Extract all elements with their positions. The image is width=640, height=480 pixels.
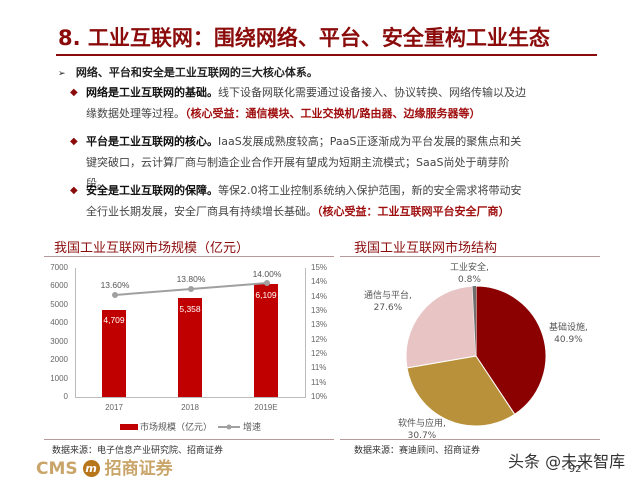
page-number: - 92 - (562, 464, 589, 475)
arrow-bullet-icon: ➢ (58, 69, 66, 79)
legend-line-label: 增速 (243, 423, 262, 433)
y-tick: 4000 (50, 318, 68, 327)
pie-slice-security (472, 286, 476, 356)
y-tick: 0 (63, 392, 68, 401)
bullet-highlight: （核心受益：工业互联网平台安全厂商） (317, 205, 510, 218)
cms-logo: CMS m 招商证券 (36, 454, 173, 479)
y2-tick: 13% (311, 306, 328, 315)
bullet-platform: ◆ 平台是工业互联网的核心。IaaS发展成熟度较高；PaaS正逐渐成为平台发展的… (70, 131, 530, 194)
right-chart-source: 数据来源：赛迪顾问、招商证券 (354, 446, 481, 456)
bar-value-label: 6,109 (255, 290, 277, 300)
x-tick: 2018 (181, 403, 199, 412)
x-axis-line (75, 397, 305, 398)
bullet-text: 等保2.0将工业控制系统纳入保护范围，新的安全需求将带动安全行业长期发展，安全厂… (86, 184, 522, 218)
y2-tick: 12% (311, 335, 328, 344)
page-title: 8. 工业互联网：围绕网络、平台、安全重构工业生态 (58, 26, 550, 50)
bullet-text: 线下设备网联化需要通过设备接入、协议转换、网络传输以及边缘数据处理等过程。 (86, 86, 526, 120)
pie-label-software: 软件与应用, 30.7% (398, 419, 446, 441)
right-source-rule (340, 439, 600, 440)
bullet-text: IaaS发展成熟度较高；PaaS正逐渐成为平台发展的聚焦点和关键突破口，云计算厂… (86, 135, 522, 190)
pie-label-communication: 通信与平台, 27.6% (364, 291, 412, 313)
bar-value-label: 5,358 (179, 304, 201, 314)
bullet-lead: 平台是工业互联网的核心。 (86, 135, 218, 148)
line-point-label: 13.60% (100, 280, 130, 290)
y-tick: 2000 (50, 355, 68, 364)
left-chart-title: 我国工业互联网市场规模（亿元） (54, 241, 250, 256)
logo-text-cms: CMS (36, 459, 78, 479)
left-axis-line (75, 268, 76, 398)
pie-slice-software (406, 355, 516, 427)
bullet-network: ◆ 网络是工业互联网的基础。线下设备网联化需要通过设备接入、协议转换、网络传输以… (70, 82, 530, 124)
y-tick: 7000 (50, 263, 68, 272)
pie-slice-communication (405, 285, 477, 369)
left-chart-title-rule (44, 256, 334, 257)
x-tick: 2017 (105, 403, 123, 412)
bar-value-label: 4,709 (103, 315, 125, 325)
line-point-label: 13.80% (176, 274, 206, 284)
bullet-highlight: （核心受益：通信模块、工业交换机/路由器、边缘服务器等） (185, 107, 481, 120)
right-axis-line (305, 268, 306, 398)
bullet-lead: 网络是工业互联网的基础。 (86, 86, 218, 99)
pie-label-security: 工业安全, 0.8% (450, 263, 489, 285)
pie-label-infrastructure: 基础设施, 40.9% (549, 323, 588, 345)
intro-text: 网络、平台和安全是工业互联网的三大核心体系。 (75, 66, 318, 79)
y2-tick: 14% (311, 292, 328, 301)
title-divider (56, 54, 597, 56)
right-chart-title: 我国工业互联网市场结构 (354, 241, 498, 256)
intro-point: ➢ 网络、平台和安全是工业互联网的三大核心体系。 (58, 64, 318, 80)
logo-text-cn: 招商证券 (104, 459, 173, 479)
bar-2017 (102, 310, 126, 397)
legend-bar-swatch (120, 424, 138, 430)
y2-tick: 15% (311, 263, 328, 272)
bar-2019e (254, 284, 278, 397)
diamond-bullet-icon: ◆ (70, 87, 78, 98)
logo-mark-icon: m (82, 460, 100, 477)
line-point-label: 14.00% (252, 269, 282, 279)
y-tick: 3000 (50, 337, 68, 346)
y-tick: 5000 (50, 300, 68, 309)
y2-tick: 11% (311, 378, 327, 387)
diamond-bullet-icon: ◆ (70, 185, 78, 196)
left-chart-source: 数据来源：电子信息产业研究院、招商证券 (52, 446, 224, 456)
bullet-security: ◆ 安全是工业互联网的保障。等保2.0将工业控制系统纳入保护范围，新的安全需求将… (70, 180, 530, 222)
x-tick: 2019E (254, 403, 278, 412)
y2-tick: 12% (311, 349, 328, 358)
right-chart-title-rule (340, 256, 600, 257)
y2-tick: 14% (311, 277, 328, 286)
watermark: 头条 @未来智库 (508, 452, 626, 471)
y2-tick: 11% (311, 363, 327, 372)
left-source-rule (44, 439, 334, 440)
y-tick: 1000 (50, 374, 68, 383)
legend-line-swatch (218, 424, 240, 430)
y2-tick: 10% (311, 392, 328, 401)
diamond-bullet-icon: ◆ (70, 136, 78, 147)
legend-bar-label: 市场规模（亿元） (140, 423, 213, 433)
y2-tick: 13% (311, 320, 328, 329)
y-tick: 6000 (50, 281, 68, 290)
bullet-lead: 安全是工业互联网的保障。 (86, 184, 218, 197)
bar-2018 (178, 298, 202, 397)
